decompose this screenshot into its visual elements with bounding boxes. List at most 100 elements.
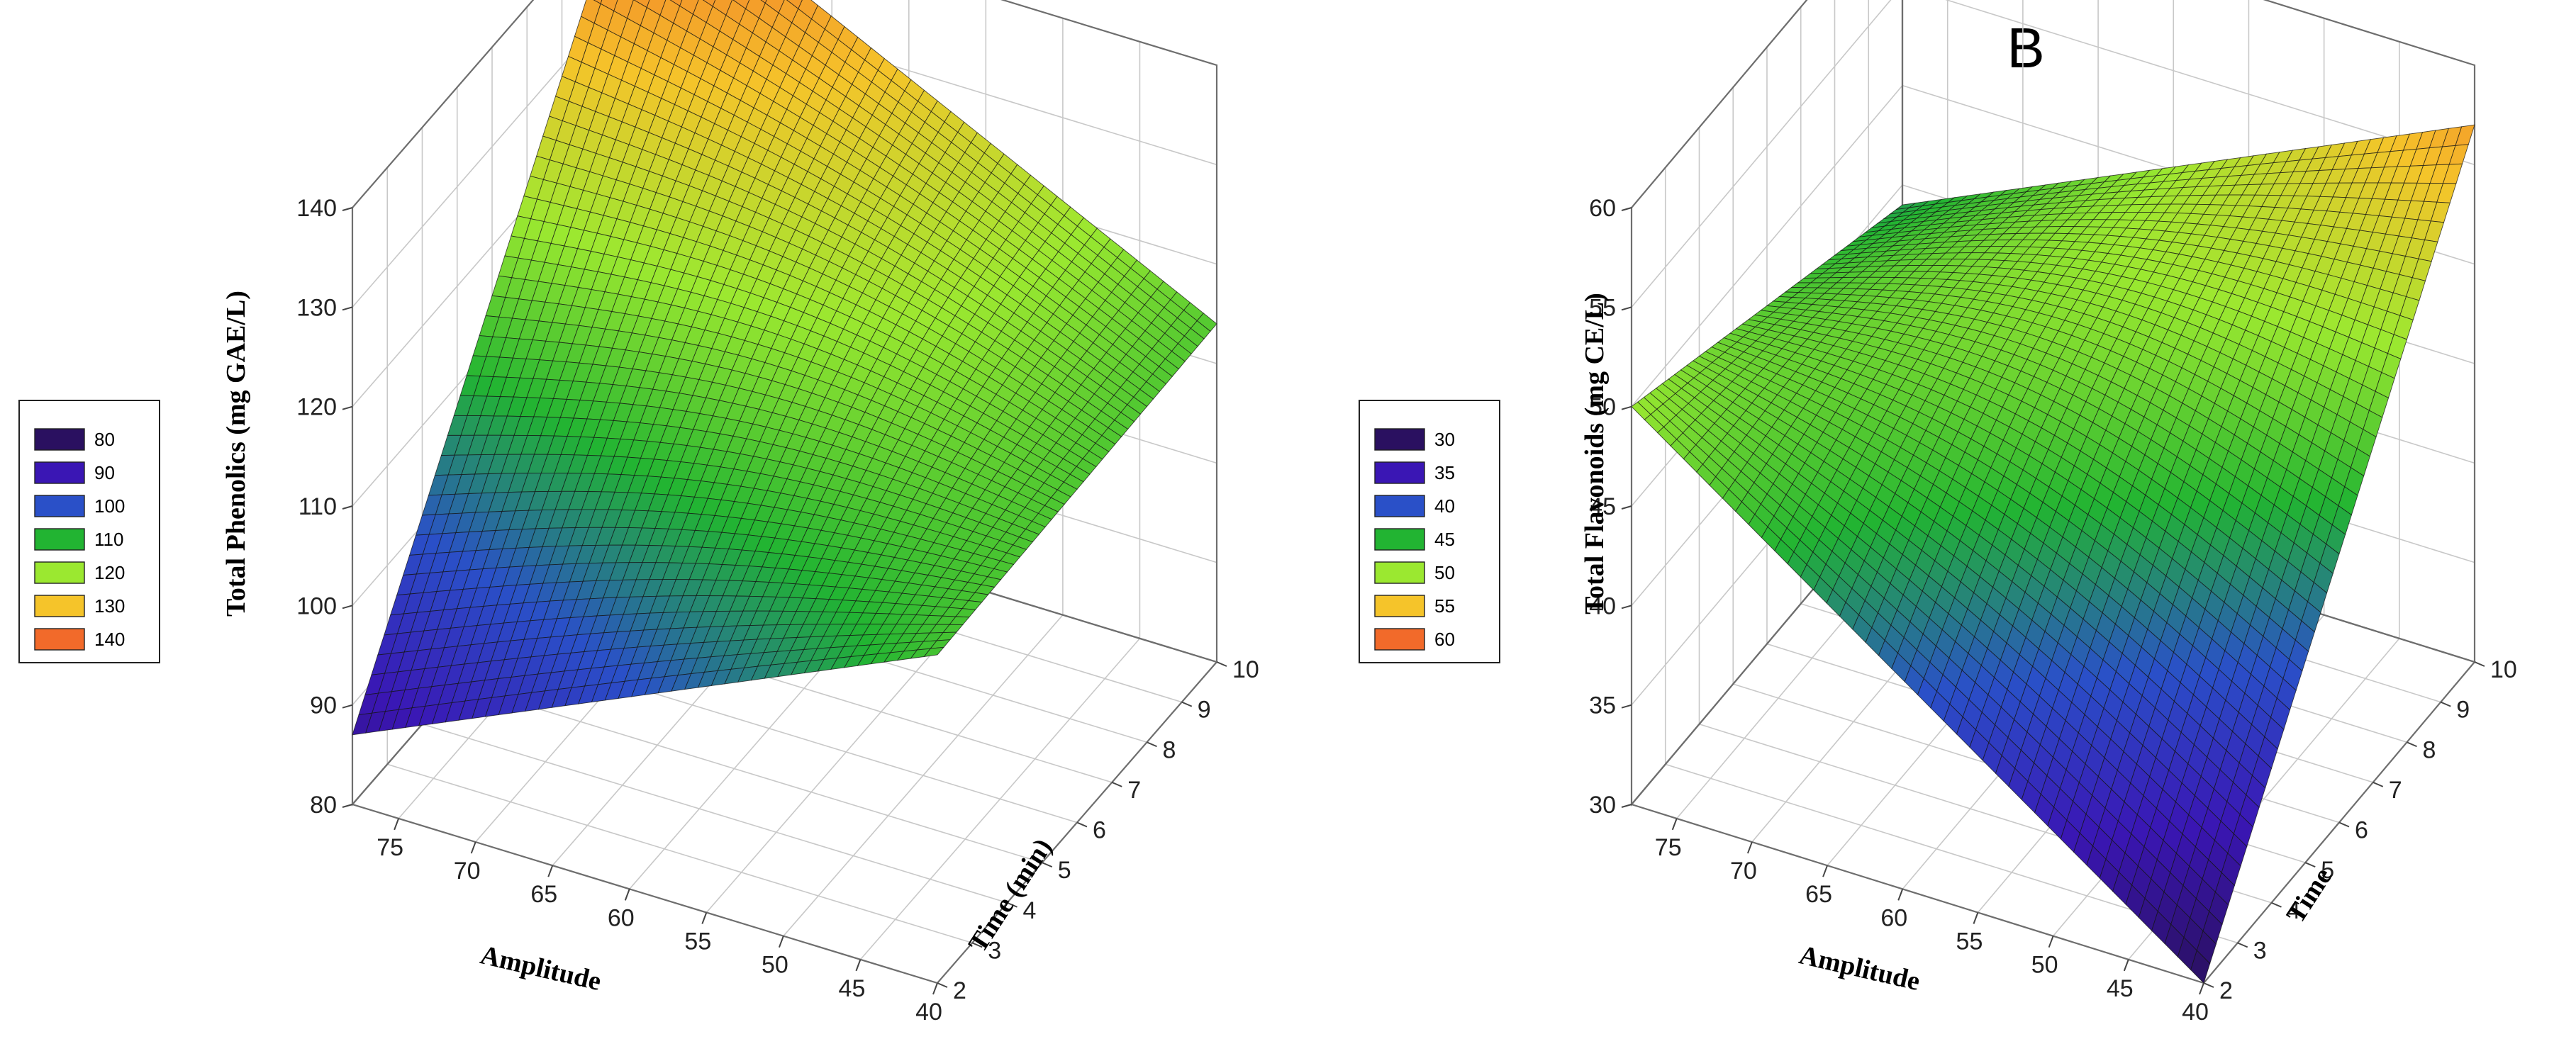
z-tick-mark	[342, 306, 353, 311]
panel-label: B	[2007, 16, 2044, 79]
x-tick-label: 45	[839, 975, 866, 1002]
y-tick-label: 7	[1127, 777, 1141, 804]
x-tick-mark	[1822, 865, 1829, 877]
z-tick-label: 90	[310, 692, 337, 719]
y-tick-mark	[2338, 821, 2350, 828]
z-tick-mark	[342, 704, 353, 709]
legend-label: 50	[1434, 562, 1455, 583]
z-tick-label: 60	[1589, 195, 1616, 222]
y-tick-mark	[1042, 862, 1053, 868]
y-tick-mark	[937, 982, 948, 988]
y-tick-mark	[1076, 821, 1088, 828]
x-tick-mark	[1746, 841, 1753, 854]
legend-swatch	[1374, 428, 1425, 451]
y-tick-label: 3	[2253, 937, 2267, 964]
y-tick-mark	[2271, 902, 2282, 908]
y-tick-label: 4	[2287, 897, 2301, 924]
z-tick-label: 30	[1589, 792, 1616, 819]
z-tick-mark	[1621, 605, 1632, 610]
x-tick-mark	[2048, 936, 2054, 948]
x-tick-mark	[624, 889, 630, 901]
legend: 80 90 100 110 120 130 140	[18, 400, 160, 663]
z-tick-mark	[1621, 207, 1632, 211]
legend-swatch	[1374, 461, 1425, 484]
x-tick-label: 60	[608, 904, 635, 931]
y-tick-label: 8	[1163, 736, 1176, 763]
x-tick-mark	[1973, 912, 1979, 924]
legend-swatch	[1374, 528, 1425, 551]
legend-swatch	[34, 595, 85, 617]
y-tick-mark	[2407, 741, 2417, 748]
y-tick-label: 2	[953, 977, 966, 1004]
legend: 30 35 40 45 50 55 60	[1359, 400, 1500, 663]
z-tick-label: 40	[1589, 592, 1616, 619]
y-tick-label: 10	[1232, 656, 1259, 683]
legend-label: 80	[94, 429, 115, 450]
z-tick-mark	[342, 804, 353, 808]
y-tick-label: 9	[1198, 697, 1211, 724]
z-tick-label: 80	[310, 792, 337, 819]
legend-label: 45	[1434, 529, 1455, 550]
legend-swatch	[1374, 495, 1425, 517]
y-axis-title: Time (min)	[963, 833, 1058, 957]
x-tick-label: 65	[530, 881, 557, 908]
z-tick-label: 120	[296, 394, 337, 421]
legend-swatch	[34, 495, 85, 517]
response-surface	[352, 0, 1217, 736]
x-tick-mark	[547, 865, 554, 877]
x-tick-mark	[1671, 818, 1678, 831]
x-tick-mark	[778, 936, 784, 948]
x-axis-title: Amplitude	[478, 940, 604, 996]
x-tick-label: 40	[915, 999, 942, 1026]
z-tick-mark	[342, 405, 353, 410]
z-tick-label: 140	[296, 195, 337, 222]
x-tick-label: 75	[377, 834, 403, 861]
x-tick-label: 50	[762, 952, 788, 979]
x-axis-title: Amplitude	[1797, 940, 1923, 996]
z-tick-mark	[1621, 505, 1632, 510]
z-tick-label: 55	[1589, 294, 1616, 321]
back-wall-grid-line	[1945, 0, 2475, 166]
y-tick-mark	[1181, 701, 1193, 707]
legend-swatch	[34, 561, 85, 584]
legend-label: 30	[1434, 429, 1455, 450]
legend-label: 60	[1434, 629, 1455, 650]
y-tick-mark	[2304, 862, 2316, 868]
x-tick-mark	[932, 982, 938, 995]
z-tick-label: 45	[1589, 493, 1616, 520]
surface-cell	[2190, 950, 2211, 984]
x-tick-mark	[1897, 889, 1904, 901]
z-tick-mark	[342, 505, 353, 510]
z-tick-mark	[342, 207, 353, 211]
left-wall-grid-line	[1631, 85, 1903, 408]
floor-grid-line	[422, 723, 1008, 904]
y-tick-mark	[2237, 942, 2248, 948]
z-axis-title: Total Flavonoids (mg CE/L)	[1580, 293, 1610, 614]
y-tick-label: 5	[1058, 857, 1071, 884]
z-tick-label: 35	[1589, 692, 1616, 719]
z-tick-mark	[1621, 704, 1632, 709]
legend-label: 40	[1434, 495, 1455, 517]
y-tick-label: 5	[2321, 857, 2334, 884]
y-tick-label: 6	[2355, 817, 2368, 844]
z-axis-title: Total Phenolics (mg GAE/L)	[221, 291, 251, 617]
x-tick-label: 70	[454, 858, 481, 884]
z-tick-label: 110	[299, 493, 337, 520]
x-tick-label: 50	[2031, 952, 2058, 979]
left-wall-grid-line	[1631, 0, 1892, 308]
back-wall-grid-line	[2263, 0, 2475, 66]
y-tick-label: 6	[1093, 817, 1106, 844]
x-tick-label: 55	[684, 928, 711, 955]
x-tick-label: 75	[1655, 834, 1682, 861]
x-tick-mark	[2123, 959, 2129, 972]
x-tick-mark	[855, 959, 862, 972]
z-tick-mark	[1621, 306, 1632, 311]
y-tick-mark	[2440, 701, 2451, 707]
y-tick-mark	[1111, 781, 1122, 787]
panel-b: B303540455055604045505560657075234567891…	[1359, 0, 2517, 1026]
y-tick-mark	[971, 942, 983, 948]
legend-label: 110	[94, 529, 123, 550]
x-tick-label: 60	[1880, 904, 1907, 931]
surface-cell	[923, 646, 945, 658]
